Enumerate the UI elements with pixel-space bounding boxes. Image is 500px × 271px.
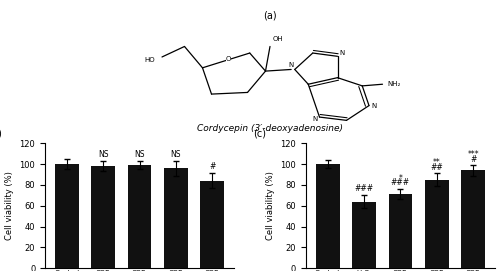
Text: ###: ### xyxy=(391,179,410,188)
Text: NH₂: NH₂ xyxy=(387,81,400,87)
Text: O: O xyxy=(226,56,231,62)
Bar xyxy=(92,166,115,268)
Text: *: * xyxy=(398,174,402,183)
Text: Cordycepin (3′-deoxyadenosine): Cordycepin (3′-deoxyadenosine) xyxy=(197,124,343,133)
Text: N: N xyxy=(340,50,344,56)
Text: **: ** xyxy=(433,158,440,167)
Bar xyxy=(352,202,376,268)
Text: N: N xyxy=(371,103,376,109)
Bar xyxy=(316,164,340,268)
Bar xyxy=(200,181,224,268)
Text: #: # xyxy=(209,162,216,171)
Text: ***: *** xyxy=(468,150,479,159)
Text: (c): (c) xyxy=(253,128,266,138)
Text: N: N xyxy=(288,62,294,67)
Text: #: # xyxy=(470,154,476,163)
Text: HO: HO xyxy=(144,57,156,63)
Y-axis label: Cell viability (%): Cell viability (%) xyxy=(266,171,275,240)
Bar xyxy=(388,194,412,268)
Bar xyxy=(425,180,448,268)
Text: NS: NS xyxy=(170,150,181,159)
Bar xyxy=(55,164,78,268)
Text: NS: NS xyxy=(98,150,108,159)
Text: OH: OH xyxy=(272,36,283,41)
Text: NS: NS xyxy=(134,150,145,159)
Text: ##: ## xyxy=(430,163,443,172)
Bar xyxy=(462,170,485,268)
Bar xyxy=(164,168,188,268)
Text: (a): (a) xyxy=(263,10,277,20)
Text: (b): (b) xyxy=(0,128,2,138)
Bar xyxy=(128,165,152,268)
Text: N: N xyxy=(312,116,318,122)
Y-axis label: Cell viability (%): Cell viability (%) xyxy=(5,171,14,240)
Text: ###: ### xyxy=(354,184,374,193)
